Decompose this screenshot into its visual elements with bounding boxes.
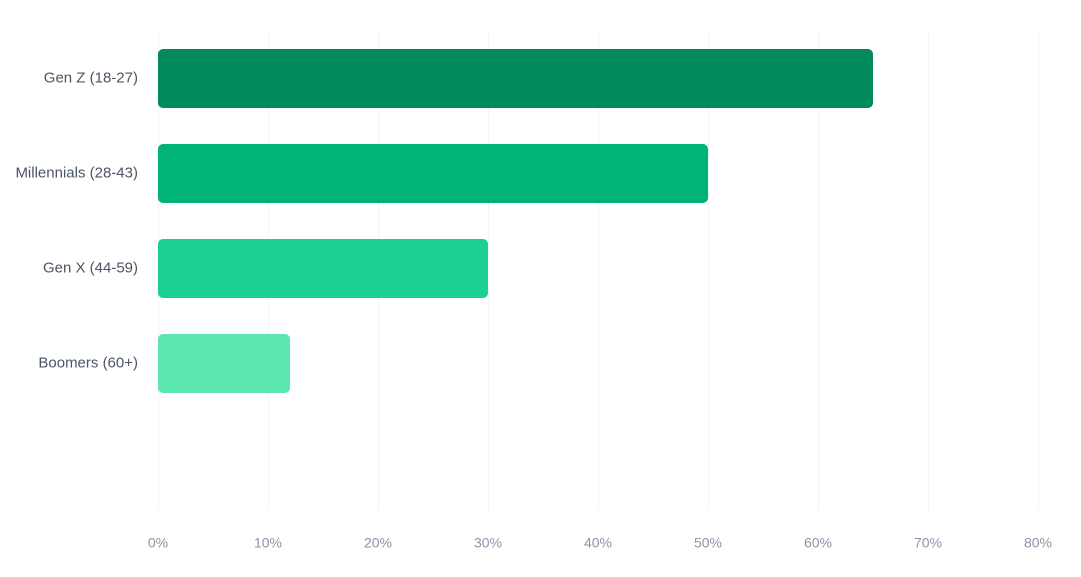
category-label: Boomers (60+) [38,354,138,371]
x-axis-tick-labels: 0% 10% 20% 30% 40% 50% 60% 70% 80% [148,535,1052,551]
bar[interactable] [158,49,873,108]
bars [158,49,873,393]
category-label: Gen Z (18-27) [44,69,138,86]
x-tick-label: 80% [1024,535,1052,551]
grid-lines [158,30,1039,510]
x-tick-label: 40% [584,535,612,551]
category-labels: Gen Z (18-27) Millennials (28-43) Gen X (4… [15,69,138,371]
bar[interactable] [158,239,488,298]
bar[interactable] [158,334,290,393]
x-tick-label: 50% [694,535,722,551]
x-tick-label: 10% [254,535,282,551]
x-tick-label: 0% [148,535,168,551]
x-tick-label: 20% [364,535,392,551]
category-label: Millennials (28-43) [15,164,138,181]
x-tick-label: 30% [474,535,502,551]
bar[interactable] [158,144,708,203]
x-tick-label: 60% [804,535,832,551]
category-label: Gen X (44-59) [43,259,138,276]
x-tick-label: 70% [914,535,942,551]
